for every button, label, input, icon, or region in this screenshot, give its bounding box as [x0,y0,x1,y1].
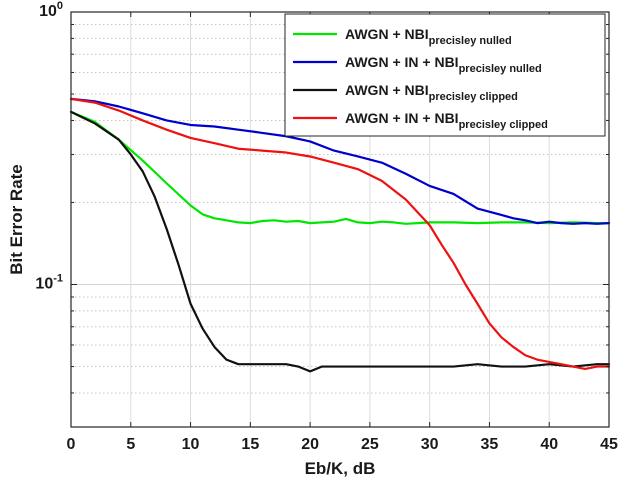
x-tick-label: 5 [126,436,135,453]
x-tick-label: 0 [67,436,76,453]
legend-entry-1: AWGN + NBIprecisley nulled [345,26,512,47]
legend-series-subscript: precisley clipped [459,119,548,131]
y-tick-label: 10-1 [35,273,63,293]
x-tick-label: 10 [182,436,200,453]
data-series [69,97,611,373]
series-line-4 [69,97,611,371]
series-line-1 [69,110,611,225]
x-axis-label: Eb/K, dB [305,459,376,478]
legend-series-subscript: precisley nulled [459,63,542,75]
x-tick-label: 30 [421,436,439,453]
x-tick-label: 45 [600,436,618,453]
x-tick-label: 40 [540,436,558,453]
x-tick-label: 20 [301,436,319,453]
legend-series-name: AWGN + NBI [345,26,429,42]
series-line-2 [69,97,611,225]
legend-entry-4: AWGN + IN + NBIprecisley clipped [345,110,548,131]
legend-series-subscript: precisley clipped [429,91,518,103]
legend-entry-3: AWGN + NBIprecisley clipped [345,82,518,103]
y-tick-base: 10 [39,3,57,20]
y-axis-label: Bit Error Rate [7,164,26,275]
plot-frame [70,11,610,428]
x-tick-label: 25 [361,436,379,453]
series-line-3 [69,110,611,373]
legend-series-subscript: precisley nulled [429,35,512,47]
legend-box [284,13,606,137]
legend-series-name: AWGN + NBI [345,82,429,98]
x-tick-label: 15 [241,436,259,453]
legend-series-name: AWGN + IN + NBI [345,54,459,70]
y-tick-base: 10 [35,276,53,293]
x-tick-label: 35 [481,436,499,453]
legend-series-name: AWGN + IN + NBI [345,110,459,126]
y-tick-exponent: 0 [57,0,63,12]
y-tick-exponent: -1 [53,273,63,285]
legend-entry-2: AWGN + IN + NBIprecisley nulled [345,54,542,75]
y-tick-label: 100 [39,0,63,20]
